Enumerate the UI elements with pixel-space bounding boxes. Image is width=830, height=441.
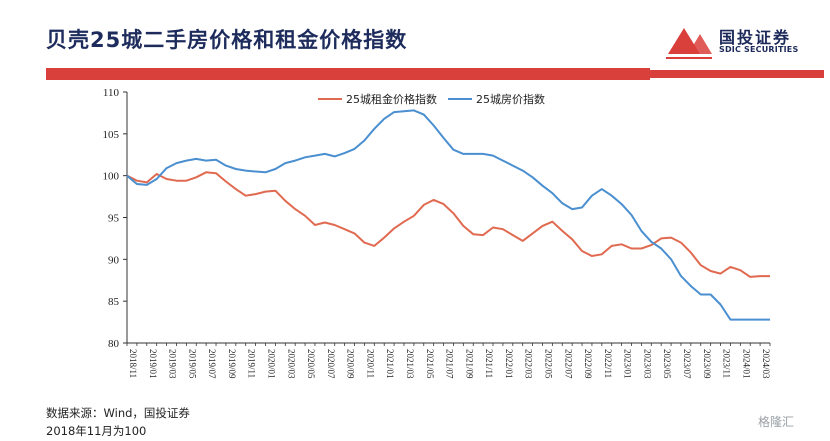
x-tick-label: 2020/11 (365, 349, 375, 378)
x-tick-label: 2020/01 (266, 349, 276, 379)
x-tick-label: 2022/09 (583, 349, 593, 379)
x-tick-label: 2022/11 (603, 349, 613, 378)
x-tick-label: 2022/03 (524, 349, 534, 379)
source-note: 数据来源：Wind，国投证券 (46, 406, 190, 420)
x-tick-label: 2023/01 (623, 349, 633, 379)
x-tick-label: 2021/11 (484, 349, 494, 378)
x-tick-label: 2023/03 (642, 349, 652, 379)
legend-rent-label: 25城租金价格指数 (346, 92, 437, 106)
x-tick-label: 2020/05 (306, 349, 316, 379)
x-tick-label: 2019/09 (227, 349, 237, 379)
y-tick-label: 80 (108, 338, 120, 350)
x-tick-label: 2021/03 (405, 349, 415, 379)
header-divider-right (650, 70, 824, 78)
x-tick-label: 2019/03 (168, 349, 178, 379)
house-price-index-line (126, 109, 770, 321)
x-tick-label: 2020/09 (346, 349, 356, 379)
base-note: 2018年11月为100 (46, 424, 147, 438)
x-tick-label: 2021/07 (445, 349, 455, 379)
x-tick-label: 2021/01 (385, 349, 395, 379)
y-tick-label: 100 (103, 171, 120, 183)
y-tick-label: 85 (108, 296, 120, 308)
x-tick-label: 2019/01 (148, 349, 158, 379)
y-tick-label: 110 (103, 87, 120, 99)
x-tick-label: 2019/07 (207, 349, 217, 379)
x-tick-label: 2024/03 (761, 349, 771, 379)
x-tick-label: 2020/03 (286, 349, 296, 379)
x-tick-label: 2023/07 (682, 349, 692, 379)
x-tick-label: 2018/11 (128, 349, 138, 378)
x-tick-label: 2022/07 (563, 349, 573, 379)
x-tick-label: 2022/05 (543, 349, 553, 379)
x-tick-label: 2020/07 (326, 349, 336, 379)
x-tick-label: 2023/11 (722, 349, 732, 378)
legend-house-label: 25城房价指数 (476, 92, 545, 106)
x-tick-label: 2022/01 (504, 349, 514, 379)
y-tick-label: 90 (108, 254, 120, 266)
page-title: 贝壳25城二手房价格和租金价格指数 (46, 28, 408, 52)
y-tick-label: 95 (108, 213, 120, 225)
watermark: 格隆汇 (758, 415, 795, 429)
header-divider (46, 68, 650, 80)
brand-logo: 国投证券 SDIC SECURITIES (664, 22, 824, 62)
x-tick-label: 2019/11 (247, 349, 257, 378)
y-tick-label: 105 (103, 129, 120, 141)
x-tick-label: 2021/05 (425, 349, 435, 379)
logo-name: 国投证券 (719, 28, 792, 47)
x-tick-label: 2023/09 (702, 349, 712, 379)
logo-subtitle: SDIC SECURITIES (719, 45, 799, 54)
rent-index-line (126, 171, 770, 278)
x-tick-label: 2024/01 (741, 349, 751, 379)
x-tick-label: 2023/05 (662, 349, 672, 379)
x-tick-label: 2021/09 (464, 349, 474, 379)
logo-mark-icon (666, 28, 712, 59)
x-tick-label: 2019/05 (187, 349, 197, 379)
